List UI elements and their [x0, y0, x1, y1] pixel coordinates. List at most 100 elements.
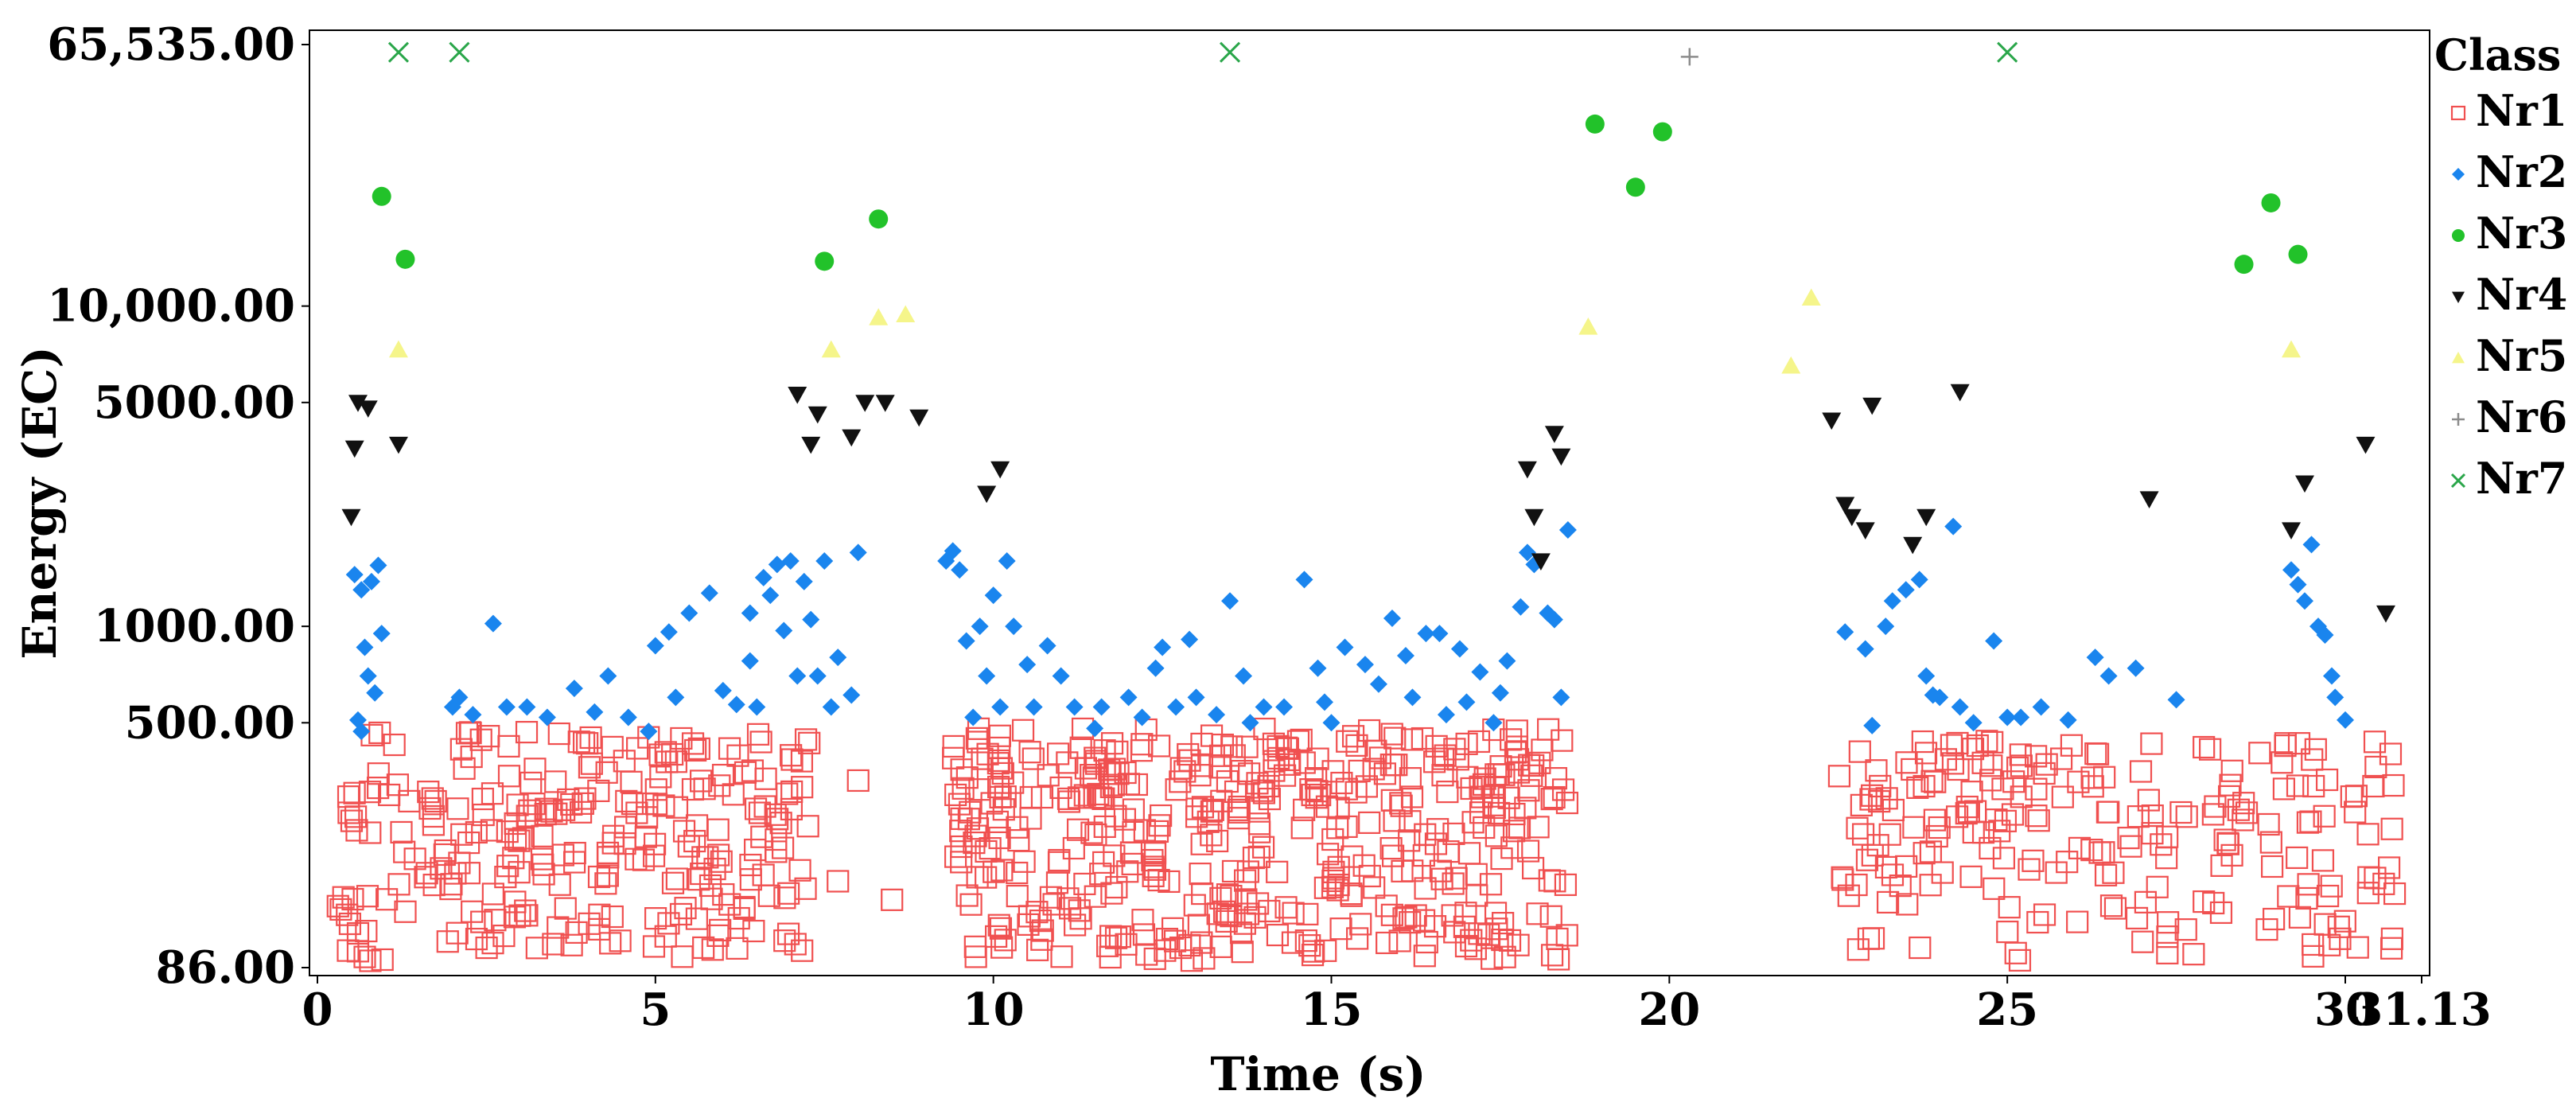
point-nr1: [2315, 768, 2339, 792]
point-nr2: [984, 586, 1002, 605]
point-nr1: [1392, 907, 1415, 930]
point-nr1: [504, 828, 527, 851]
point-nr1: [1246, 797, 1270, 820]
point-nr1: [1211, 733, 1234, 757]
point-nr1: [1457, 842, 1481, 865]
point-nr1: [1895, 855, 1918, 878]
point-nr2: [1119, 688, 1138, 707]
point-nr5: [1578, 317, 1598, 335]
point-nr1: [609, 929, 632, 952]
point-nr1: [2027, 809, 2050, 832]
point-nr1: [1482, 793, 1505, 816]
x-axis-title: Time (s): [1210, 1047, 1426, 1101]
point-nr1: [1941, 752, 1965, 775]
point-nr1: [771, 836, 795, 859]
point-nr3: [815, 251, 835, 271]
point-nr1: [1895, 751, 1918, 774]
point-nr1: [359, 821, 382, 844]
point-nr1: [2025, 804, 2048, 828]
point-nr1: [2080, 839, 2103, 862]
point-nr4: [1916, 508, 1936, 527]
point-nr1: [574, 787, 597, 810]
point-nr1: [698, 874, 722, 898]
point-nr1: [2134, 890, 2158, 913]
point-nr1: [383, 733, 406, 757]
point-nr1: [780, 780, 804, 804]
point-nr2: [2316, 625, 2334, 644]
point-nr1: [1221, 859, 1245, 883]
point-nr1: [2297, 873, 2320, 896]
point-nr1: [2287, 732, 2311, 755]
point-nr1: [1100, 732, 1124, 755]
point-nr2: [815, 551, 834, 570]
point-nr1: [444, 862, 467, 885]
point-nr4: [1544, 426, 1564, 443]
point-nr3: [2288, 244, 2308, 264]
point-nr1: [422, 804, 445, 828]
point-nr2: [754, 568, 772, 586]
point-nr1: [2356, 823, 2379, 846]
point-nr1: [2140, 732, 2163, 755]
point-nr1: [2156, 825, 2179, 848]
point-nr1: [596, 864, 619, 887]
point-nr2: [1167, 698, 1185, 716]
point-nr1: [1526, 902, 1549, 925]
point-nr1: [2067, 770, 2090, 793]
point-nr1: [2382, 773, 2405, 797]
point-nr2: [518, 698, 536, 716]
point-nr2: [1917, 667, 1936, 685]
point-nr1: [846, 769, 870, 793]
point-nr2: [727, 695, 745, 714]
point-nr1: [1380, 723, 1403, 746]
point-nr1: [1148, 734, 1171, 758]
point-nr1: [601, 735, 624, 759]
point-nr1: [508, 861, 531, 884]
point-nr2: [450, 688, 469, 707]
point-nr2: [1187, 688, 1205, 707]
point-nr2: [1086, 719, 1104, 738]
point-nr1: [1253, 717, 1276, 741]
point-nr1: [1896, 893, 1919, 916]
point-nr1: [990, 859, 1014, 882]
point-nr1: [743, 838, 767, 862]
y-tick-label: 500.00: [125, 696, 295, 749]
point-nr1: [2066, 910, 2089, 933]
point-nr1: [741, 759, 765, 782]
point-nr1: [2313, 913, 2337, 936]
series-nr3: [372, 114, 2308, 275]
point-nr1: [1455, 732, 1478, 755]
point-nr1: [1947, 758, 1970, 781]
point-nr2: [352, 581, 371, 599]
point-nr1: [393, 840, 416, 863]
point-nr1: [746, 723, 770, 746]
point-nr1: [644, 778, 667, 801]
point-nr2: [1964, 714, 1983, 732]
point-nr3: [2234, 255, 2254, 275]
point-nr4: [807, 406, 827, 424]
point-nr1: [343, 781, 366, 804]
point-nr1: [733, 761, 757, 784]
point-nr1: [681, 777, 705, 801]
point-nr1: [2156, 941, 2179, 964]
point-nr1: [481, 882, 504, 906]
legend-item-nr5: Nr5: [2452, 330, 2567, 381]
point-nr1: [2356, 882, 2379, 905]
legend-marker-nr5: [2452, 352, 2465, 364]
point-nr2: [768, 555, 786, 574]
y-tick-label: 65,535.00: [47, 18, 295, 71]
point-nr2: [1369, 675, 1387, 693]
point-nr1: [2227, 798, 2250, 821]
point-nr1: [1547, 948, 1570, 971]
point-nr2: [957, 632, 975, 650]
point-nr1: [726, 937, 749, 960]
y-axis-title: Energy (EC): [13, 346, 67, 660]
point-nr1: [1209, 886, 1232, 910]
point-nr2: [464, 706, 482, 724]
point-nr2: [1038, 637, 1056, 655]
point-nr1: [475, 936, 498, 960]
point-nr2: [1255, 698, 1273, 716]
point-nr1: [1902, 816, 1925, 839]
point-nr5: [1801, 288, 1821, 306]
point-nr1: [1531, 738, 1554, 762]
point-nr1: [712, 882, 735, 906]
